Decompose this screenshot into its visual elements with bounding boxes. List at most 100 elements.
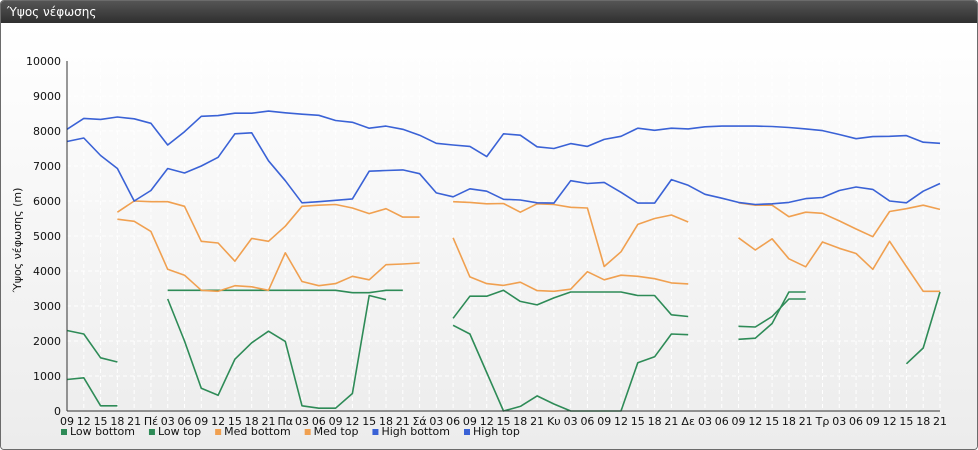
- x-tick-label: 03: [295, 415, 309, 428]
- x-tick-label: 12: [883, 415, 897, 428]
- x-tick-label: 15: [362, 415, 376, 428]
- series-line-med-bottom: [452, 237, 689, 293]
- x-tick-label: 12: [211, 415, 225, 428]
- y-axis-label: Ύψος νέφωσης (m): [11, 188, 24, 294]
- x-tick-label: 18: [782, 415, 796, 428]
- x-tick-label: 18: [513, 415, 527, 428]
- axes: Ύψος νέφωσης (m) 0 1000 2000 3000 4000 5000 60…: [11, 55, 947, 428]
- series-line-med-top: [453, 200, 689, 268]
- legend-label: Med top: [314, 425, 359, 438]
- legend: Low bottom Low top Med bottom Med top High b…: [61, 425, 520, 438]
- x-tick-label: 06: [446, 415, 460, 428]
- x-tick-label: 03: [429, 415, 443, 428]
- x-tick-label: 03: [161, 415, 175, 428]
- series-line-low-bottom: [66, 376, 118, 407]
- x-tick-label: 21: [261, 415, 275, 428]
- x-tick-label: Πα: [277, 415, 293, 428]
- x-tick-label: 15: [497, 415, 511, 428]
- x-tick-label: 15: [94, 415, 108, 428]
- y-tick-label: 10000: [26, 55, 61, 68]
- y-tick-label: 2000: [33, 335, 61, 348]
- x-tick-label: Δε: [681, 415, 695, 428]
- series-lines: [66, 110, 941, 412]
- x-tick-label: 03: [832, 415, 846, 428]
- window-title: Ύψος νέφωσης: [7, 5, 97, 19]
- y-tick-label: 8000: [33, 125, 61, 138]
- x-tick-label: 21: [127, 415, 141, 428]
- y-tick-label: 6000: [33, 195, 61, 208]
- legend-swatch: [304, 429, 311, 435]
- series-line-high-top: [66, 110, 941, 158]
- x-tick-label: Πέ: [144, 415, 158, 428]
- x-tick-label: 09: [60, 415, 74, 428]
- y-tick-label: 7000: [33, 160, 61, 173]
- series-line-med-top: [116, 200, 420, 262]
- legend-label: Med bottom: [224, 425, 291, 438]
- x-tick-label: 15: [228, 415, 242, 428]
- x-tick-label: 18: [648, 415, 662, 428]
- x-tick-label: 06: [715, 415, 729, 428]
- series-line-med-top: [738, 202, 941, 238]
- x-tick-label: 21: [933, 415, 947, 428]
- legend-label: Low top: [158, 425, 201, 438]
- legend-swatch: [215, 429, 222, 435]
- y-tick-label: 5000: [33, 230, 61, 243]
- series-line-low-bottom: [452, 289, 689, 319]
- x-tick-label: 09: [463, 415, 477, 428]
- x-tick-label: 12: [77, 415, 91, 428]
- x-tick-label: 06: [312, 415, 326, 428]
- x-tick-label: 03: [698, 415, 712, 428]
- y-tick-label: 4000: [33, 265, 61, 278]
- series-line-med-bottom: [738, 237, 940, 293]
- x-tick-label: 15: [631, 415, 645, 428]
- plot-area: Ύψος νέφωσης (m) 0 1000 2000 3000 4000 5000 60…: [1, 23, 977, 449]
- y-tick-label: 1000: [33, 370, 61, 383]
- series-line-low-top: [905, 291, 941, 365]
- y-tick-label: 3000: [33, 300, 61, 313]
- x-tick-label: 18: [110, 415, 124, 428]
- x-tick-label: 09: [597, 415, 611, 428]
- grid-lines: [66, 60, 941, 411]
- y-tick-label: 9000: [33, 90, 61, 103]
- legend-swatch: [61, 429, 67, 435]
- x-tick-label: 06: [580, 415, 594, 428]
- x-tick-label: 09: [329, 415, 343, 428]
- x-tick-label: 12: [480, 415, 494, 428]
- x-tick-label: 09: [866, 415, 880, 428]
- x-tick-label: 15: [765, 415, 779, 428]
- x-tick-label: 06: [849, 415, 863, 428]
- series-line-low-top: [738, 291, 806, 341]
- series-line-high-bottom: [66, 132, 941, 206]
- series-line-low-bottom: [738, 298, 806, 328]
- legend-swatch: [148, 429, 155, 435]
- legend-swatch: [464, 429, 470, 435]
- legend-label: Low bottom: [70, 425, 135, 438]
- x-tick-label: 12: [748, 415, 762, 428]
- x-tick-label: 06: [178, 415, 192, 428]
- title-bar: Ύψος νέφωσης: [1, 1, 977, 23]
- legend-label: High bottom: [381, 425, 450, 438]
- cloud-height-chart: Ύψος νέφωσης (m) 0 1000 2000 3000 4000 5000 60…: [11, 55, 947, 438]
- x-tick-label: 18: [916, 415, 930, 428]
- x-tick-label: 18: [379, 415, 393, 428]
- y-tick-label: 0: [54, 405, 61, 418]
- x-tick-label: Σά: [412, 415, 426, 428]
- x-tick-label: Τρ: [815, 415, 830, 428]
- x-tick-label: 21: [664, 415, 678, 428]
- x-tick-label: 18: [245, 415, 259, 428]
- x-tick-label: 12: [345, 415, 359, 428]
- x-tick-label: 12: [614, 415, 628, 428]
- x-tick-label: 03: [564, 415, 578, 428]
- series-line-low-top: [66, 329, 118, 363]
- x-tick-label: 15: [899, 415, 913, 428]
- x-tick-label: Κυ: [547, 415, 561, 428]
- series-line-med-bottom: [117, 218, 420, 293]
- x-tick-label: 21: [396, 415, 410, 428]
- x-tick-label: 09: [732, 415, 746, 428]
- x-tick-label: 21: [530, 415, 544, 428]
- legend-swatch: [372, 429, 379, 435]
- x-tick-label: 21: [799, 415, 813, 428]
- x-tick-label: 09: [194, 415, 208, 428]
- series-line-low-top: [166, 294, 387, 410]
